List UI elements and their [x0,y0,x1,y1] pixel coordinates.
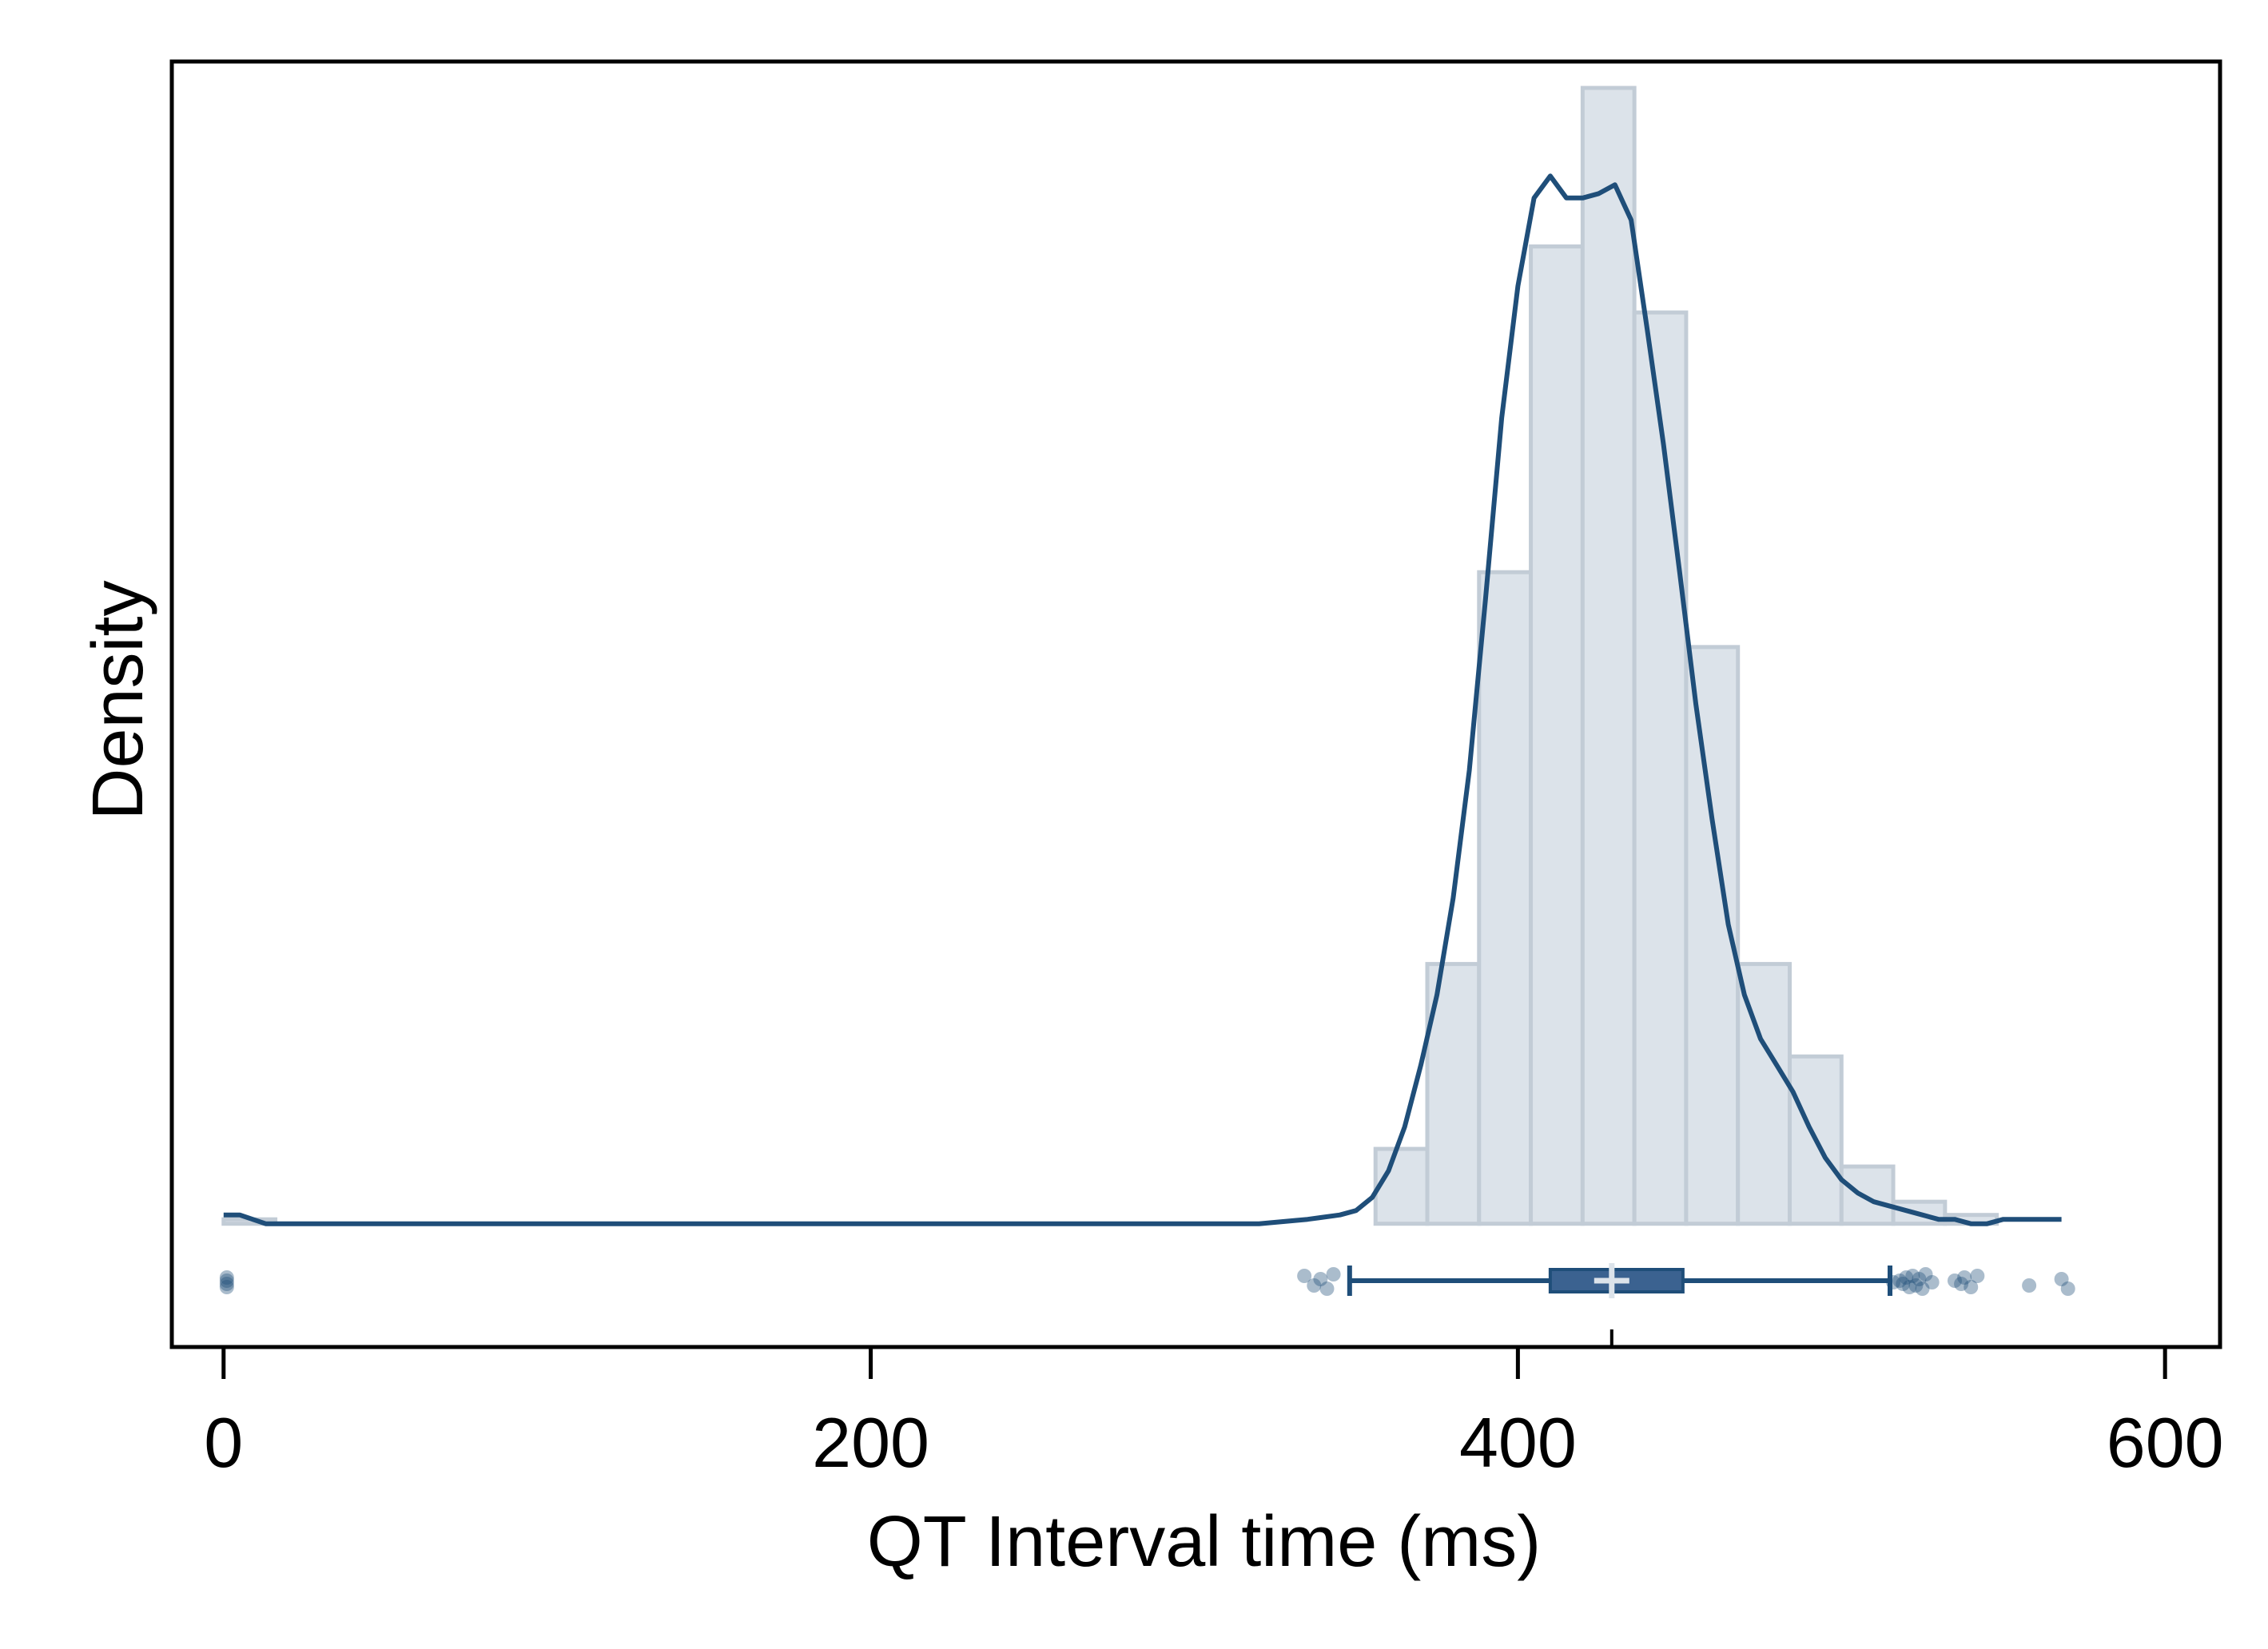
outlier-point [1326,1267,1341,1281]
x-tick-label: 0 [204,1403,243,1482]
outlier-point [1313,1272,1328,1286]
outlier-point [1892,1274,1908,1288]
x-tick-label: 400 [1459,1403,1577,1482]
x-axis-title: QT Interval time (ms) [867,1502,1541,1582]
histogram-bar [1632,310,1689,1226]
x-tick-label: 200 [812,1403,929,1482]
y-axis-title: Density [78,580,158,820]
kde-curve-layer [223,173,2062,1226]
histogram-bar [1529,244,1585,1226]
outlier-point [1899,1270,1914,1285]
histogram-bars [221,85,1999,1226]
outlier-point [2060,1281,2075,1296]
outlier-point [1908,1278,1924,1293]
histogram-bar [1477,570,1534,1226]
plot-frame [169,59,2222,1349]
outlier-point [1918,1267,1933,1281]
outlier-point [219,1277,234,1291]
outlier-point [1915,1281,1930,1296]
outlier-point [1970,1269,1985,1283]
outlier-point [219,1274,234,1288]
outlier-point [219,1280,234,1294]
outlier-point [1902,1280,1917,1294]
x-axis: 0 200 400 600 [204,1347,2224,1482]
boxplot-layer [219,1263,2075,1347]
histogram-bar [1580,85,1637,1226]
outlier-point [2022,1278,2037,1293]
x-tick-label: 600 [2107,1403,2224,1482]
histogram-bar [1373,1146,1430,1226]
outlier-point [1912,1272,1927,1286]
outlier-point [1896,1277,1911,1291]
outlier-point [1307,1278,1322,1293]
outlier-point [1964,1280,1979,1294]
kde-curve [223,173,2062,1226]
histogram-bar [1839,1164,1896,1226]
outlier-point [1297,1269,1312,1283]
outlier-point [1957,1270,1972,1285]
outlier-point [1954,1277,1969,1291]
outlier-point [219,1270,234,1285]
outlier-point [1924,1275,1940,1289]
outlier-point [2054,1272,2069,1286]
outlier-point [1319,1281,1335,1296]
outlier-point [1905,1269,1920,1283]
outlier-point [1947,1274,1962,1288]
outlier-point [1886,1275,1901,1289]
